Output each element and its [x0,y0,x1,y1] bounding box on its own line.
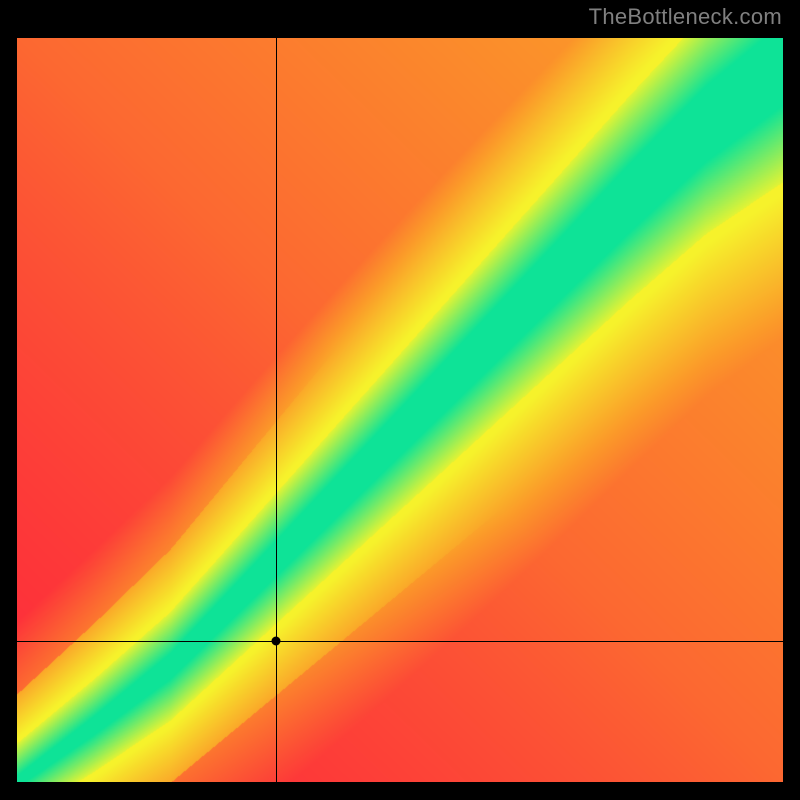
crosshair-horizontal [17,641,783,642]
watermark-text: TheBottleneck.com [589,4,782,30]
crosshair-vertical [276,38,277,782]
crosshair-marker [271,636,280,645]
heatmap-canvas [17,38,783,782]
heatmap-plot [17,38,783,782]
